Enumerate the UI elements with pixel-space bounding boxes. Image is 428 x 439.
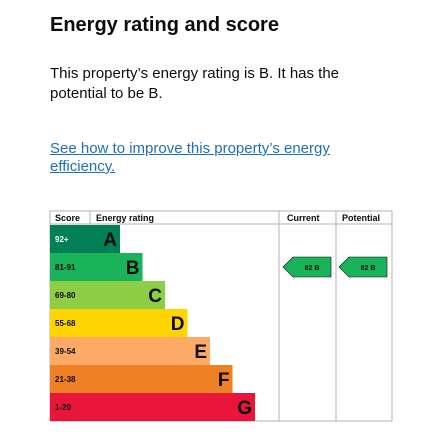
score-cell-g (50, 393, 90, 421)
header-potential: Potential (342, 213, 380, 223)
rating-letter-f: F (218, 370, 230, 391)
rating-letter-d: D (171, 314, 185, 335)
score-cell-e (50, 337, 90, 365)
rating-letter-e: E (194, 342, 207, 363)
score-cell-b (50, 253, 90, 281)
rating-letter-g: G (237, 398, 252, 419)
rating-bar-d (90, 309, 188, 337)
rating-bar-f (90, 365, 233, 393)
header-energy-rating: Energy rating (96, 213, 154, 223)
rating-letter-b: B (126, 258, 140, 279)
page-title: Energy rating and score (50, 14, 279, 36)
score-range-e: 39-54 (55, 347, 76, 356)
score-range-g: 1-20 (55, 403, 72, 412)
current-rating-marker (282, 256, 332, 278)
rating-bar-c (90, 281, 165, 309)
score-range-f: 21-38 (55, 375, 76, 384)
improve-efficiency-link[interactable]: See how to improve this property’s energ… (50, 140, 330, 175)
rating-letter-c: C (148, 286, 162, 307)
score-range-a: 92+ (55, 235, 69, 244)
score-cell-d (50, 309, 90, 337)
score-cell-c (50, 281, 90, 309)
potential-rating-marker-label: 82 B (361, 265, 376, 272)
score-range-b: 81-91 (55, 263, 76, 272)
rating-bar-e (90, 337, 210, 365)
potential-rating-marker (338, 256, 388, 278)
rating-bar-a (90, 225, 120, 253)
rating-bar-b (90, 253, 143, 281)
header-score: Score (55, 213, 80, 223)
score-cell-a (50, 225, 90, 253)
rating-letter-a: A (103, 230, 117, 251)
current-rating-marker-label: 82 B (305, 265, 320, 272)
rating-bar-g (90, 393, 255, 421)
score-range-d: 55-68 (55, 319, 76, 328)
header-current: Current (287, 213, 320, 223)
rating-description: This property’s energy rating is B. It h… (50, 65, 340, 102)
score-cell-f (50, 365, 90, 393)
score-range-c: 69-80 (55, 291, 76, 300)
